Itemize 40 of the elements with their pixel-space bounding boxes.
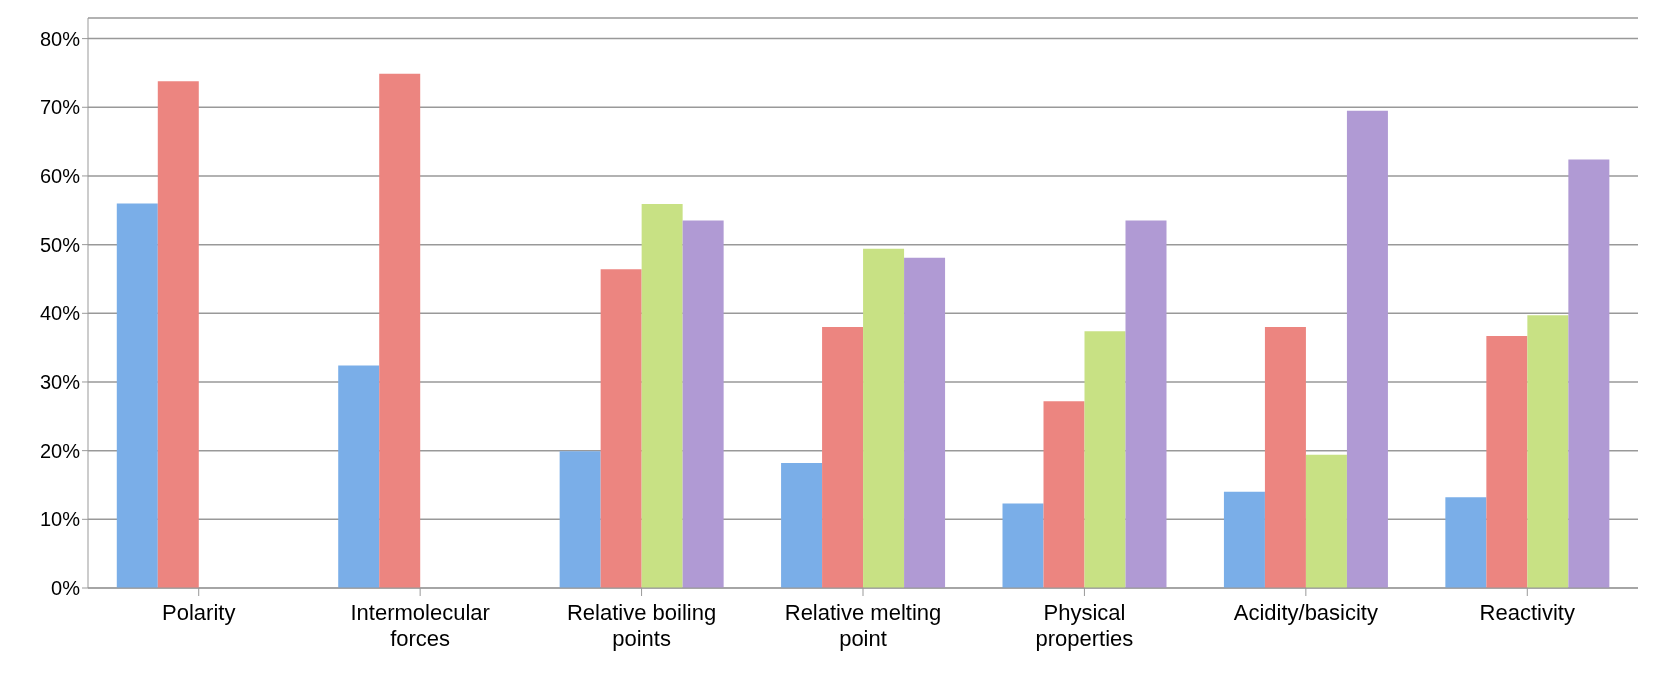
x-tick-label: Acidity/basicity <box>1233 600 1378 625</box>
x-tick-label: Relative boiling points <box>566 600 717 651</box>
y-tick-label: 20% <box>39 439 81 462</box>
y-tick-label: 10% <box>39 508 81 531</box>
x-tick-label: Relative melting point <box>784 600 942 651</box>
x-tick-label: Polarity <box>162 600 236 625</box>
bar <box>116 203 158 588</box>
y-tick-label: 70% <box>39 96 81 119</box>
y-tick-label: 30% <box>39 371 81 394</box>
bar <box>1223 491 1265 588</box>
bar <box>600 269 642 588</box>
bar <box>641 204 683 588</box>
bar <box>559 451 601 588</box>
bar <box>1305 454 1347 588</box>
bar <box>904 257 946 588</box>
bar <box>1346 110 1388 588</box>
x-tick-label: Reactivity <box>1479 600 1575 625</box>
bar <box>1125 220 1167 588</box>
y-tick-label: 40% <box>39 302 81 325</box>
bar <box>1043 401 1085 588</box>
bar <box>822 327 864 588</box>
y-tick-label: 0% <box>51 577 81 600</box>
x-tick-label: Physical properties <box>1035 600 1134 651</box>
y-tick-label: 80% <box>39 27 81 50</box>
y-tick-label: 50% <box>39 233 81 256</box>
bar <box>338 365 380 588</box>
bar <box>1002 503 1044 588</box>
bar <box>781 463 823 588</box>
bar <box>1568 159 1610 588</box>
bar <box>1486 335 1528 588</box>
x-tick-label: Intermolecular forces <box>350 600 490 651</box>
bar <box>379 73 421 588</box>
bar <box>1527 315 1569 588</box>
bar <box>1445 497 1487 588</box>
bar <box>1264 327 1306 588</box>
y-tick-label: 60% <box>39 165 81 188</box>
bar <box>1084 331 1126 588</box>
bar <box>157 81 199 588</box>
bar <box>863 248 905 588</box>
bar <box>682 220 724 588</box>
